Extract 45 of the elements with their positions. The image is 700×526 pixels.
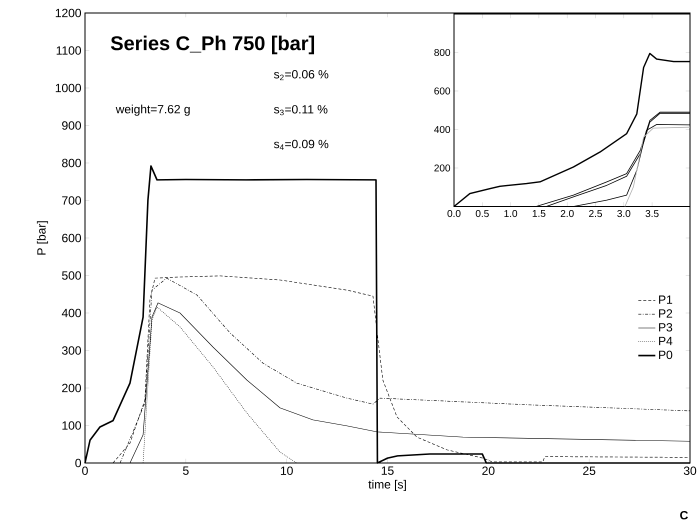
text: Series C_Ph 750 [bar]: [110, 36, 314, 54]
text: C: [680, 510, 688, 520]
y-tick-label: 1100: [56, 46, 82, 55]
x-tick-label: 20: [482, 466, 495, 475]
x-tick-label: 1.5: [532, 210, 546, 217]
y-tick-label: 700: [62, 196, 82, 205]
annotation: s$_{4}$=0.09 %: [274, 140, 328, 150]
y-tick-label: 400: [62, 308, 82, 318]
x-tick-label: 1.0: [504, 210, 518, 218]
x-tick-label: 0.5: [476, 210, 489, 218]
annotation: weight=7.62 g: [116, 104, 190, 116]
annotation: s$_{3}$=0.11 %: [274, 105, 328, 116]
y-tick-label: 500: [62, 271, 82, 280]
x-tick-label: 2.5: [589, 210, 602, 218]
y-tick-label: 300: [62, 346, 82, 355]
legend-label: P4: [659, 336, 672, 346]
y-tick-label: 0: [75, 458, 82, 468]
x-tick-label: 2.0: [560, 210, 574, 218]
x-tick-label: 0.0: [447, 210, 461, 218]
x-tick-label: 3.5: [646, 210, 659, 218]
y-tick-label: 900: [62, 121, 82, 130]
y-tick-label: 800: [434, 48, 450, 56]
y-tick-label: 200: [62, 384, 82, 392]
y-tick-label: 400: [434, 126, 450, 134]
y-tick-label: 200: [434, 164, 450, 172]
x-tick-label: 0: [82, 466, 88, 475]
legend-label: P1: [659, 296, 672, 304]
legend-label: P2: [659, 309, 672, 318]
x-tick-label: 3.0: [617, 210, 630, 218]
annotation: s$_{2}$=0.06 %: [274, 70, 328, 80]
y-tick-label: 1200: [56, 8, 82, 18]
legend-label: P0: [659, 350, 672, 360]
y-tick-label: 100: [62, 421, 82, 430]
y-axis-title: P [bar]: [36, 221, 48, 255]
x-tick-label: 30: [684, 466, 696, 475]
x-tick-label: 25: [583, 466, 596, 475]
x-tick-label: 10: [280, 466, 293, 475]
y-tick-label: 800: [62, 158, 82, 168]
x-tick-label: 5: [182, 466, 189, 475]
y-tick-label: 600: [62, 234, 82, 242]
x-axis-title: time [s]: [368, 480, 406, 491]
legend-label: P3: [659, 323, 672, 332]
y-tick-label: 600: [434, 87, 450, 95]
x-tick-label: 15: [382, 466, 394, 475]
y-tick-label: 1000: [56, 84, 82, 92]
